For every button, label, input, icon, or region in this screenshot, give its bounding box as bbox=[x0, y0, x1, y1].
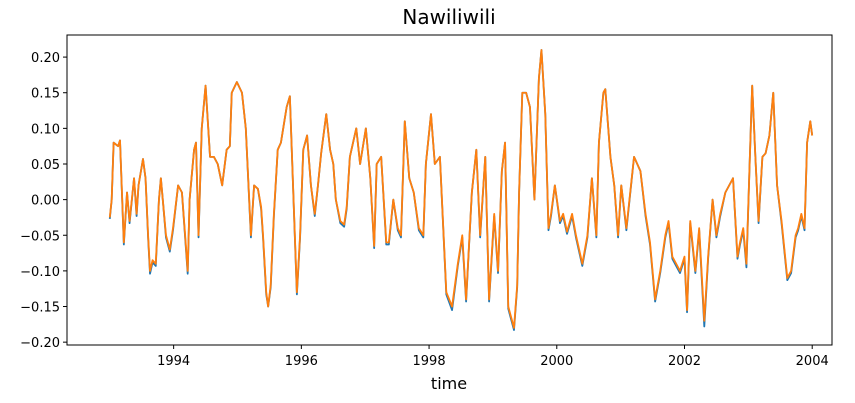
y-tick-label: −0.10 bbox=[20, 265, 60, 280]
y-tick-label: 0.10 bbox=[31, 122, 60, 137]
y-tick-label: 0.00 bbox=[31, 194, 60, 209]
y-tick-label: −0.05 bbox=[20, 229, 60, 244]
x-tick-label: 1998 bbox=[413, 354, 446, 369]
y-tick-label: −0.15 bbox=[20, 301, 60, 316]
plot-frame bbox=[66, 34, 833, 346]
x-tick-label: 2002 bbox=[668, 354, 701, 369]
y-tick-label: −0.20 bbox=[20, 336, 60, 351]
x-tick-label: 2004 bbox=[796, 354, 829, 369]
x-tick-label: 2000 bbox=[540, 354, 573, 369]
chart-title: Nawiliwili bbox=[402, 5, 495, 29]
y-tick-label: 0.15 bbox=[31, 87, 60, 102]
series-line bbox=[108, 49, 814, 329]
x-tick-label: 1994 bbox=[157, 354, 190, 369]
y-tick-label: 0.20 bbox=[31, 51, 60, 66]
y-tick-label: 0.05 bbox=[31, 158, 60, 173]
x-tick-label: 1996 bbox=[285, 354, 318, 369]
x-axis-label: time bbox=[431, 374, 467, 393]
